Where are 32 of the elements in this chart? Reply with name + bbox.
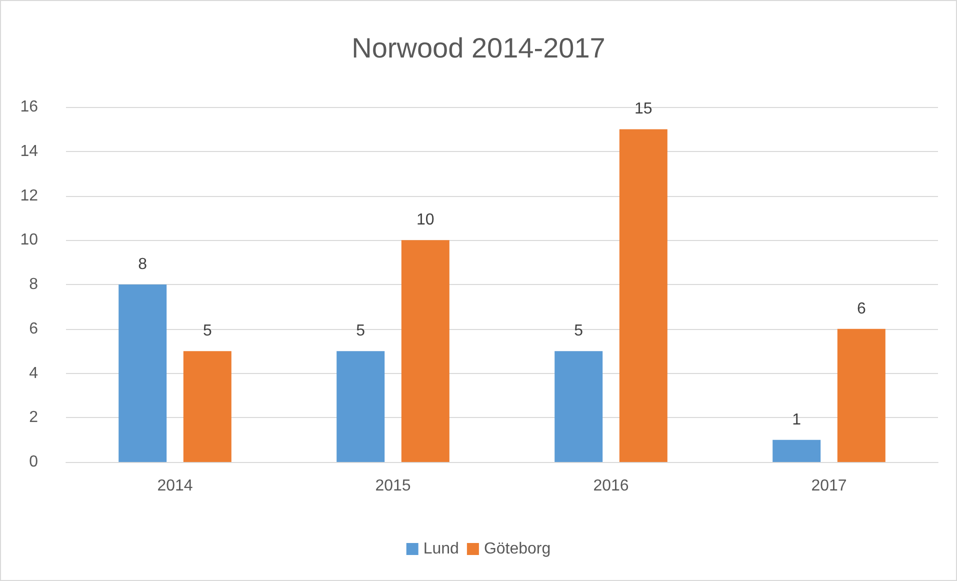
y-tick-label: 14 xyxy=(20,142,38,160)
data-label: 6 xyxy=(856,300,866,318)
data-label: 15 xyxy=(634,100,652,118)
data-label: 5 xyxy=(202,322,212,340)
bar xyxy=(772,440,821,462)
bar xyxy=(183,351,232,462)
data-label: 5 xyxy=(574,322,584,340)
data-label: 8 xyxy=(138,256,148,273)
data-label: 5 xyxy=(356,322,366,340)
y-tick-label: 12 xyxy=(20,187,38,204)
y-tick-label: 0 xyxy=(29,454,38,470)
y-tick-label: 4 xyxy=(29,364,38,382)
bar xyxy=(554,351,603,462)
bar xyxy=(118,284,167,462)
legend-label: Göteborg xyxy=(484,540,551,558)
y-tick-label: 16 xyxy=(20,98,38,116)
x-tick-label: 2015 xyxy=(375,478,411,494)
bar xyxy=(837,328,886,462)
y-tick-label: 2 xyxy=(29,409,38,426)
bar xyxy=(401,240,450,462)
x-tick-label: 2014 xyxy=(157,478,193,494)
x-tick-label: 2017 xyxy=(811,478,847,494)
bar xyxy=(619,129,668,462)
y-tick-label: 10 xyxy=(20,232,38,249)
bar xyxy=(336,351,385,462)
y-tick-label: 8 xyxy=(29,276,38,293)
legend-label: Lund xyxy=(423,540,459,558)
y-tick-label: 6 xyxy=(29,320,38,338)
chart-title: Norwood 2014-2017 xyxy=(352,32,606,64)
data-label: 10 xyxy=(416,212,434,229)
data-label: 1 xyxy=(792,411,802,428)
x-tick-label: 2016 xyxy=(593,478,629,494)
